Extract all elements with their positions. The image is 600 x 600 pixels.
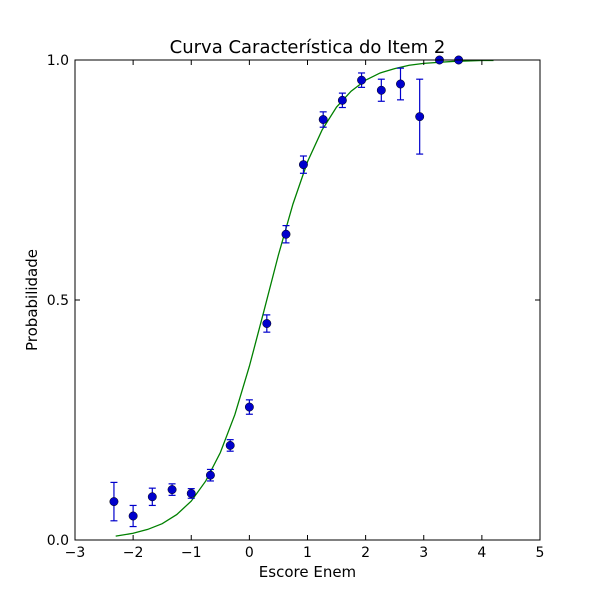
data-point (225, 440, 235, 450)
data-point (186, 488, 196, 498)
data-point (244, 402, 254, 412)
data-point (128, 511, 138, 521)
chart-title: Curva Característica do Item 2 (170, 37, 446, 58)
data-point (109, 497, 119, 507)
data-point (167, 485, 177, 495)
data-point (205, 470, 215, 480)
x-axis-label: Escore Enem (259, 563, 356, 581)
data-point (357, 75, 367, 85)
data-point (281, 229, 291, 239)
y-tick-label: 0.0 (47, 533, 69, 549)
x-tick-label: −1 (181, 545, 202, 561)
data-point (415, 112, 425, 122)
data-point (396, 79, 405, 89)
data-point (376, 85, 386, 95)
data-point (318, 115, 328, 124)
x-tick-label: 3 (419, 545, 428, 561)
data-point (262, 319, 272, 328)
plot-layer (109, 55, 494, 537)
data-point (337, 95, 347, 105)
model-curve (115, 59, 494, 537)
x-tick-label: 0 (245, 545, 254, 561)
ticks-layer: −3 −2 −1 0 1 2 3 4 5 0.0 0.5 1.0 (47, 53, 545, 561)
y-tick-label: 1.0 (47, 53, 69, 69)
y-tick-label: 0.5 (47, 293, 69, 309)
plot-area (75, 60, 540, 540)
x-tick-label: 2 (361, 545, 370, 561)
data-point (147, 492, 157, 502)
data-point (298, 160, 308, 170)
y-axis-label: Probabilidade (23, 249, 41, 351)
x-tick-label: −2 (123, 545, 144, 561)
x-tick-label: 1 (303, 545, 312, 561)
x-tick-label: 5 (536, 545, 545, 561)
x-tick-label: −3 (65, 545, 86, 561)
x-tick-label: 4 (477, 545, 486, 561)
